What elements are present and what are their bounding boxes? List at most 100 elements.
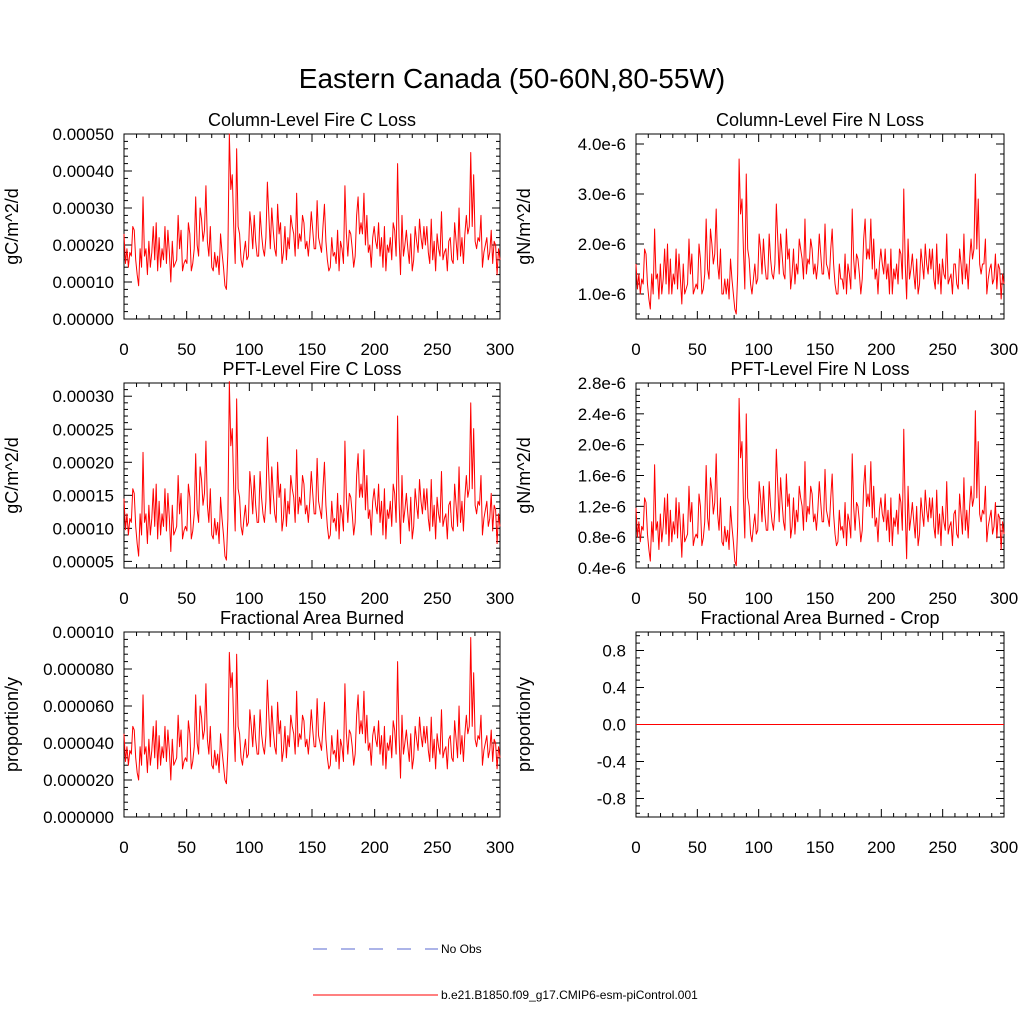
x-tick-label: 300	[990, 838, 1018, 857]
y-tick-label: 0.4e-6	[578, 559, 626, 578]
chart-panel-1: Column-Level Fire C Loss gC/m^2/d 0 50 100 15…	[2, 110, 514, 359]
y-tick-label: 0.00030	[53, 387, 114, 406]
y-axis-label: proportion/y	[514, 677, 534, 772]
x-tick-label: 250	[928, 838, 956, 857]
x-tick-label: 200	[360, 838, 388, 857]
y-tick-label: -0.4	[597, 753, 626, 772]
y-tick-label: 0.00020	[53, 236, 114, 255]
x-tick-label: 200	[867, 838, 895, 857]
x-tick-label: 0	[119, 589, 128, 608]
x-tick-label: 200	[867, 589, 895, 608]
x-tick-label: 100	[744, 838, 772, 857]
x-tick-label: 50	[688, 340, 707, 359]
chart-panel-4: PFT-Level Fire N Loss gN/m^2/d 0 50 100 150 20…	[514, 359, 1018, 608]
x-tick-label: 0	[631, 838, 640, 857]
x-tick-label: 0	[631, 589, 640, 608]
x-tick-label: 300	[990, 589, 1018, 608]
y-tick-label: 0.00005	[53, 552, 114, 571]
y-tick-label: 2.4e-6	[578, 405, 626, 424]
plot-frame	[635, 382, 1005, 569]
x-tick-label: 100	[235, 838, 263, 857]
y-tick-label: 0.00015	[53, 486, 114, 505]
x-tick-label: 150	[806, 589, 834, 608]
chart-panel-3: PFT-Level Fire C Loss gC/m^2/d 0 50 100 150 20…	[2, 359, 514, 608]
y-axis-label: gN/m^2/d	[514, 437, 534, 513]
y-tick-label: -0.8	[597, 790, 626, 809]
y-tick-label: 0.00000	[53, 310, 114, 329]
x-tick-label: 250	[928, 589, 956, 608]
x-tick-label: 150	[298, 340, 326, 359]
panel-title: PFT-Level Fire N Loss	[730, 359, 909, 379]
chart-panel-6: Fractional Area Burned - Crop proportion/…	[514, 608, 1018, 857]
y-tick-label: 2.0e-6	[578, 235, 626, 254]
x-tick-label: 300	[486, 340, 514, 359]
series-line	[123, 381, 501, 561]
x-tick-label: 50	[177, 838, 196, 857]
x-tick-label: 300	[486, 589, 514, 608]
y-tick-label: 4.0e-6	[578, 135, 626, 154]
legend-obs-label: No Obs	[441, 942, 482, 956]
x-tick-label: 50	[688, 838, 707, 857]
x-tick-label: 50	[688, 589, 707, 608]
y-tick-label: 2.8e-6	[578, 374, 626, 393]
y-axis-label: gC/m^2/d	[2, 188, 22, 264]
x-tick-label: 100	[744, 589, 772, 608]
y-tick-label: 2.0e-6	[578, 436, 626, 455]
y-tick-label: 1.6e-6	[578, 467, 626, 486]
y-tick-label: 0.000020	[43, 771, 114, 790]
y-tick-label: 0.8	[602, 642, 626, 661]
x-tick-label: 100	[235, 340, 263, 359]
y-axis-label: gC/m^2/d	[2, 437, 22, 513]
x-tick-label: 250	[423, 340, 451, 359]
legend: No Obs b.e21.B1850.f09_g17.CMIP6-esm-piC…	[313, 942, 698, 1002]
y-tick-label: 0.00010	[53, 519, 114, 538]
x-tick-label: 300	[990, 340, 1018, 359]
chart-panel-5: Fractional Area Burned proportion/y 0 50 100…	[2, 608, 514, 857]
y-tick-label: 0.000040	[43, 734, 114, 753]
y-tick-label: 0.4	[602, 679, 626, 698]
x-tick-label: 0	[119, 838, 128, 857]
x-tick-label: 150	[298, 838, 326, 857]
x-tick-label: 0	[631, 340, 640, 359]
series-line	[123, 637, 501, 785]
y-tick-label: 0.000080	[43, 660, 114, 679]
legend-run-label: b.e21.B1850.f09_g17.CMIP6-esm-piControl.…	[441, 988, 698, 1002]
x-tick-label: 200	[867, 340, 895, 359]
x-tick-label: 50	[177, 589, 196, 608]
x-tick-label: 0	[119, 340, 128, 359]
y-tick-label: 1.0e-6	[578, 285, 626, 304]
x-tick-label: 150	[298, 589, 326, 608]
series-line	[123, 133, 501, 290]
panel-title: Fractional Area Burned - Crop	[700, 608, 939, 628]
y-tick-label: 0.00040	[53, 162, 114, 181]
panel-title: PFT-Level Fire C Loss	[222, 359, 401, 379]
panel-title: Column-Level Fire C Loss	[208, 110, 416, 130]
series-line	[635, 158, 1005, 315]
y-tick-label: 0.00010	[53, 273, 114, 292]
y-tick-label: 0.00030	[53, 199, 114, 218]
x-tick-label: 200	[360, 589, 388, 608]
y-tick-label: 3.0e-6	[578, 185, 626, 204]
y-tick-label: 0.000060	[43, 697, 114, 716]
x-tick-label: 150	[806, 838, 834, 857]
plot-frame	[635, 133, 1005, 320]
x-tick-label: 300	[486, 838, 514, 857]
y-tick-label: 0.00020	[53, 453, 114, 472]
panels: Column-Level Fire C Loss gC/m^2/d 0 50 100 15…	[2, 110, 1018, 857]
y-tick-label: 0.00050	[53, 125, 114, 144]
x-tick-label: 150	[806, 340, 834, 359]
panel-title: Column-Level Fire N Loss	[716, 110, 924, 130]
y-tick-label: 0.8e-6	[578, 528, 626, 547]
x-tick-label: 100	[235, 589, 263, 608]
y-tick-label: 0.0	[602, 716, 626, 735]
x-tick-label: 250	[423, 589, 451, 608]
x-tick-label: 100	[744, 340, 772, 359]
y-tick-label: 0.00025	[53, 420, 114, 439]
y-axis-label: gN/m^2/d	[514, 188, 534, 264]
figure-title: Eastern Canada (50-60N,80-55W)	[299, 63, 725, 94]
y-tick-label: 0.00010	[53, 623, 114, 642]
panel-title: Fractional Area Burned	[220, 608, 404, 628]
x-tick-label: 250	[928, 340, 956, 359]
y-tick-label: 1.2e-6	[578, 497, 626, 516]
